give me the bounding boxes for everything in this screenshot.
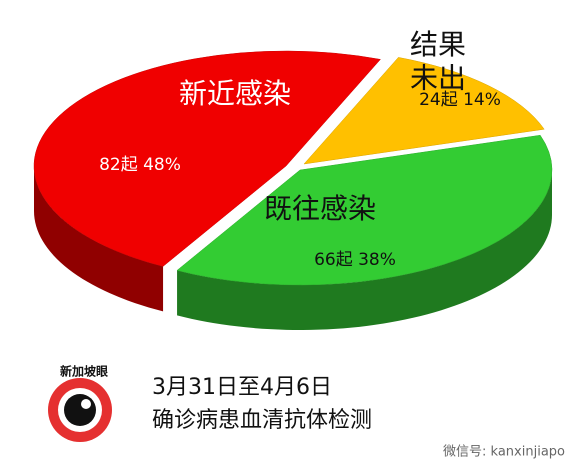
chart-subtitle: 确诊病患血清抗体检测 — [152, 408, 372, 433]
logo: 新加坡眼 — [48, 364, 112, 442]
category-label: 既往感染 — [264, 192, 376, 225]
slice-side — [177, 170, 552, 331]
watermark: 微信号: kanxinjiapo — [443, 445, 565, 460]
category-label: 结果未出 — [410, 28, 466, 95]
category-label: 新近感染 — [179, 77, 291, 110]
value-label: 82起 48% — [99, 155, 181, 175]
value-label: 66起 38% — [314, 250, 396, 270]
logo-glint — [81, 399, 91, 409]
logo-text: 新加坡眼 — [60, 364, 108, 379]
slice-tops — [33, 50, 553, 286]
logo-eye — [64, 394, 96, 426]
value-label: 24起 14% — [419, 90, 501, 110]
slice — [303, 57, 545, 165]
slice — [33, 50, 381, 267]
slice — [176, 134, 553, 286]
slice-sides — [34, 166, 552, 331]
chart-title: 3月31日至4月6日 — [152, 375, 332, 400]
slice-side — [34, 166, 164, 312]
